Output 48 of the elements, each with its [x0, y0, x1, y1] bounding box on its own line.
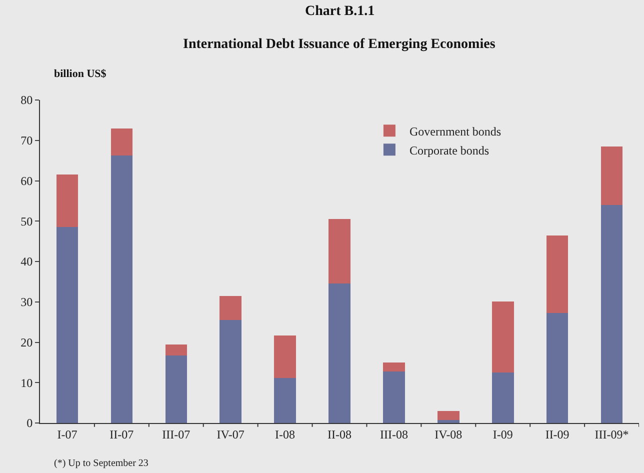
bar — [492, 301, 514, 373]
bar — [110, 128, 133, 156]
x-tick-label: III-09* — [594, 427, 629, 442]
bar — [274, 378, 296, 423]
y-tick-label: 70 — [20, 134, 33, 148]
bar — [56, 227, 78, 423]
x-tick-label: I-07 — [57, 427, 78, 442]
y-tick-label: 30 — [20, 295, 33, 310]
bar — [220, 296, 242, 320]
bar — [110, 156, 133, 423]
bar — [438, 420, 460, 423]
bar — [165, 356, 188, 423]
y-tick-label: 60 — [20, 174, 33, 188]
y-tick-label: 80 — [20, 93, 33, 108]
bar — [383, 362, 405, 372]
x-tick-label: III-08 — [380, 427, 408, 442]
bar — [274, 335, 296, 378]
x-tick-label: II-07 — [110, 427, 134, 442]
bar — [600, 146, 623, 205]
y-tick-label: 20 — [20, 335, 33, 350]
x-tick-label: II-09 — [545, 427, 570, 442]
x-tick-label: II-08 — [328, 427, 352, 442]
bar — [600, 204, 623, 423]
bar — [328, 284, 350, 423]
chart-title: Chart B.1.1 — [305, 4, 375, 19]
x-tick-label: IV-07 — [216, 427, 244, 442]
bar — [546, 312, 568, 423]
bar — [56, 174, 78, 228]
y-tick-label: 50 — [20, 214, 33, 228]
legend-label: Government bonds — [409, 124, 502, 138]
y-tick-label: 10 — [20, 376, 33, 390]
text: (*) Up to September 23 — [54, 458, 148, 469]
x-tick-label: I-08 — [275, 427, 296, 442]
bar — [546, 235, 568, 313]
chart-subtitle: International Debt Issuance of Emerging Economies — [183, 37, 496, 52]
bar — [165, 344, 188, 356]
bar — [220, 320, 242, 423]
x-tick-label: IV-08 — [434, 427, 462, 442]
y-axis-title: billion US$ — [54, 68, 107, 80]
bar — [438, 410, 460, 420]
legend-label: Corporate bonds — [409, 143, 490, 158]
x-tick-label: I-09 — [492, 427, 513, 442]
bar — [328, 219, 350, 284]
x-tick-label: III-07 — [162, 427, 190, 442]
y-tick-label: 0 — [26, 416, 33, 430]
bar — [383, 372, 405, 423]
bar — [492, 372, 514, 423]
y-tick-label: 40 — [20, 254, 33, 269]
